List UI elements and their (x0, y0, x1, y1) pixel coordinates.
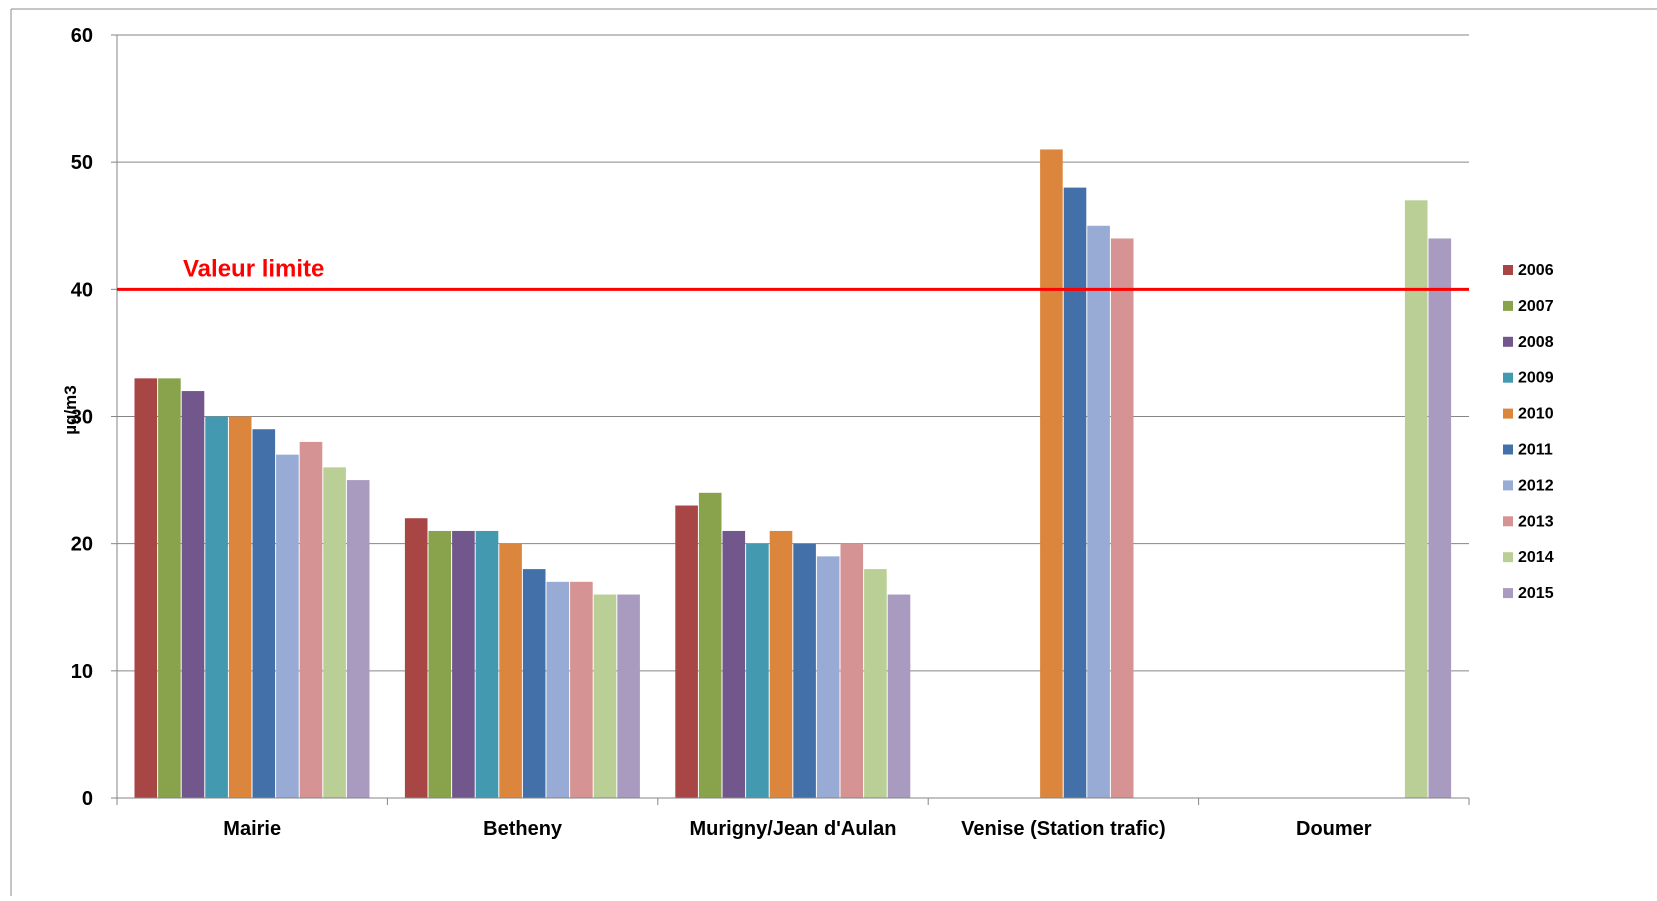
legend-label: 2007 (1518, 298, 1554, 315)
legend-label: 2006 (1518, 262, 1554, 279)
bar-2008 (452, 530, 475, 798)
y-tick-label: 40 (71, 279, 93, 301)
legend-swatch (1503, 444, 1513, 455)
bars (134, 149, 1452, 799)
legend-label: 2015 (1518, 585, 1554, 602)
axes: 0 10 20 30 40 50 60 Mairie Betheny Murigny/Jean d… (71, 25, 1470, 840)
bar-2006 (404, 518, 428, 798)
bar-2014 (593, 594, 617, 798)
reference-line-label: Valeur limite (183, 255, 324, 282)
x-category-label: Mairie (223, 818, 281, 840)
bar-2006 (675, 505, 698, 798)
legend: 2006 2007 2008 2009 2010 2011 2012 2013 2014 2015 (1503, 262, 1554, 602)
legend-swatch (1503, 336, 1513, 347)
bar-2013 (299, 441, 323, 798)
legend-swatch (1503, 588, 1513, 599)
bar-2012 (1087, 225, 1110, 798)
bar-2008 (181, 391, 205, 798)
bar-2012 (276, 454, 299, 798)
bar-2015 (887, 594, 911, 798)
bar-2010 (769, 530, 793, 798)
bar-2011 (522, 569, 546, 798)
y-tick-label: 10 (71, 661, 93, 683)
y-tick-label: 60 (71, 25, 93, 47)
legend-swatch (1503, 480, 1513, 491)
y-tick-label: 0 (82, 788, 93, 810)
bar-2015 (617, 594, 640, 798)
bar-2007 (698, 492, 722, 798)
bar-2011 (793, 543, 816, 798)
y-tick-label: 20 (71, 534, 93, 556)
bar-2013 (840, 543, 864, 798)
bar-2006 (134, 378, 158, 798)
bar-2013 (1110, 238, 1134, 798)
bar-2010 (228, 416, 252, 798)
legend-swatch (1503, 265, 1513, 275)
x-category-label: Murigny/Jean d'Aulan (689, 818, 896, 840)
y-axis-title: µg/m3 (61, 385, 80, 434)
legend-label: 2010 (1518, 406, 1554, 423)
bar-2009 (746, 543, 769, 798)
bar-2009 (475, 530, 499, 798)
bar-2011 (1063, 187, 1087, 799)
bar-2012 (816, 556, 840, 798)
bar-2015 (1428, 238, 1452, 798)
legend-label: 2009 (1518, 370, 1554, 387)
bar-2014 (1404, 200, 1428, 799)
legend-label: 2013 (1518, 513, 1554, 530)
bar-2009 (205, 416, 228, 798)
bar-2008 (722, 530, 746, 798)
legend-swatch (1503, 516, 1513, 527)
bar-2010 (499, 543, 522, 798)
legend-label: 2012 (1518, 477, 1554, 494)
bar-2014 (323, 467, 346, 798)
legend-swatch (1503, 408, 1513, 419)
y-tick-label: 50 (71, 152, 93, 174)
bar-2007 (428, 530, 452, 798)
bar-2013 (570, 581, 593, 798)
y-tick-label: 30 (71, 407, 93, 429)
bar-2015 (346, 480, 370, 798)
x-category-label: Venise (Station trafic) (961, 818, 1166, 840)
legend-label: 2011 (1518, 442, 1553, 459)
legend-label: 2014 (1518, 549, 1554, 566)
bar-2011 (252, 429, 276, 798)
bar-2012 (546, 581, 570, 798)
x-category-label: Betheny (483, 818, 563, 840)
x-category-label: Doumer (1296, 818, 1372, 840)
legend-swatch (1503, 300, 1513, 311)
bar-2010 (1040, 149, 1063, 798)
bar-2007 (158, 378, 181, 798)
legend-swatch (1503, 372, 1513, 383)
bar-2014 (864, 569, 887, 798)
reference-line-group: Valeur limite (117, 255, 1469, 291)
legend-swatch (1503, 552, 1513, 563)
legend-label: 2008 (1518, 334, 1554, 351)
